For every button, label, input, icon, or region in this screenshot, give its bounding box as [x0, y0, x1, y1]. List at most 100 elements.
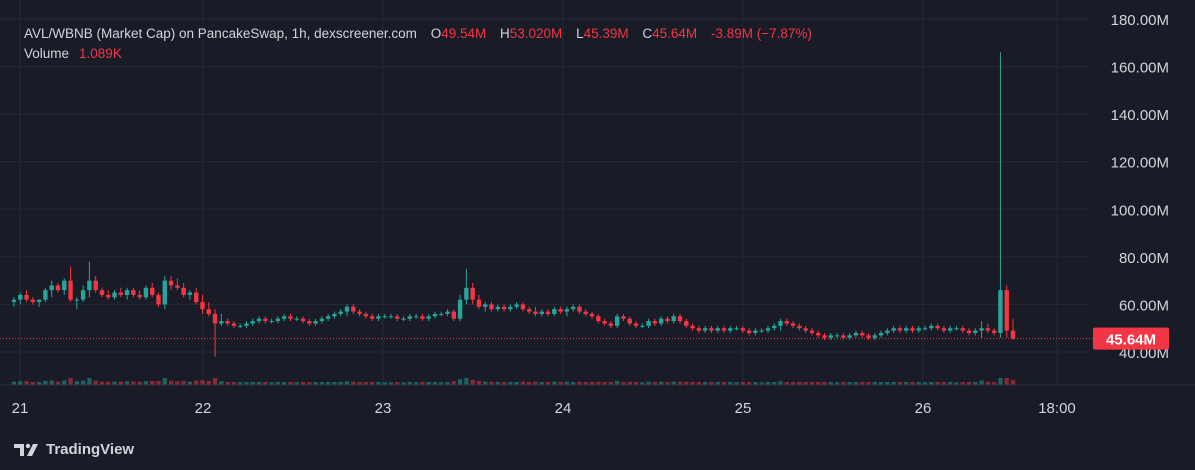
candle-body[interactable] — [734, 328, 739, 330]
candle-body[interactable] — [181, 287, 186, 295]
candle-body[interactable] — [570, 306, 576, 310]
candle-body[interactable] — [369, 316, 375, 319]
candle-body[interactable] — [87, 280, 92, 291]
candle-body[interactable] — [112, 292, 117, 298]
candle-body[interactable] — [80, 290, 86, 300]
candle-body[interactable] — [376, 316, 381, 319]
candle-body[interactable] — [445, 311, 450, 314]
candle-body[interactable] — [822, 335, 827, 338]
candle-body[interactable] — [790, 323, 796, 326]
candle-body[interactable] — [709, 328, 714, 331]
candle-body[interactable] — [344, 306, 350, 312]
candle-body[interactable] — [721, 328, 727, 331]
candle-body[interactable] — [93, 280, 98, 291]
candle-body[interactable] — [979, 328, 984, 331]
candle-body[interactable] — [577, 306, 582, 312]
candle-body[interactable] — [194, 292, 199, 303]
candle-body[interactable] — [294, 318, 299, 320]
candle-body[interactable] — [413, 316, 419, 318]
candle-body[interactable] — [564, 309, 570, 312]
candle-body[interactable] — [640, 325, 645, 327]
candle-body[interactable] — [420, 316, 425, 319]
candle-body[interactable] — [501, 306, 507, 310]
candle-body[interactable] — [55, 285, 61, 291]
candle-body[interactable] — [495, 306, 500, 310]
candle-body[interactable] — [746, 330, 752, 333]
candle-body[interactable] — [753, 330, 758, 333]
candle-body[interactable] — [143, 287, 149, 298]
candle-body[interactable] — [162, 280, 167, 305]
candle-body[interactable] — [966, 330, 972, 333]
candle-body[interactable] — [897, 328, 903, 331]
candle-body[interactable] — [702, 328, 708, 331]
candle-body[interactable] — [357, 311, 362, 314]
candle-body[interactable] — [652, 321, 658, 324]
candle-body[interactable] — [118, 292, 124, 295]
candle-body[interactable] — [520, 304, 526, 310]
candle-body[interactable] — [960, 328, 965, 331]
candle-body[interactable] — [910, 328, 915, 331]
candle-body[interactable] — [998, 290, 1003, 333]
candle-body[interactable] — [206, 309, 211, 314]
candle-body[interactable] — [11, 299, 17, 303]
candle-body[interactable] — [740, 328, 746, 331]
candle-body[interactable] — [816, 332, 821, 336]
candle-body[interactable] — [156, 294, 161, 305]
candle-body[interactable] — [1004, 290, 1009, 331]
candle-body[interactable] — [778, 321, 783, 326]
candle-body[interactable] — [325, 316, 331, 319]
candle-body[interactable] — [973, 330, 978, 333]
candle-body[interactable] — [690, 325, 695, 329]
candle-body[interactable] — [256, 318, 262, 322]
candle-body[interactable] — [627, 318, 632, 324]
candle-body[interactable] — [307, 321, 312, 324]
candle-body[interactable] — [351, 306, 356, 312]
time-axis[interactable]: 21 22 23 24 25 26 18:00 — [12, 400, 1076, 417]
candle-body[interactable] — [658, 318, 664, 324]
candle-body[interactable] — [947, 328, 953, 331]
candle-body[interactable] — [633, 323, 639, 326]
candle-body[interactable] — [24, 294, 29, 300]
candle-body[interactable] — [401, 318, 406, 320]
candle-body[interactable] — [834, 335, 840, 337]
candle-body[interactable] — [124, 290, 130, 295]
candle-body[interactable] — [715, 328, 720, 331]
candle-body[interactable] — [168, 280, 174, 286]
candlesticks[interactable] — [11, 52, 1016, 357]
candle-body[interactable] — [853, 332, 859, 336]
candle-body[interactable] — [269, 321, 274, 323]
candle-body[interactable] — [583, 311, 588, 314]
candle-body[interactable] — [596, 316, 601, 322]
tradingview-logo[interactable]: TradingView — [14, 441, 134, 458]
candle-body[interactable] — [49, 285, 54, 291]
candle-body[interactable] — [464, 287, 469, 300]
candle-body[interactable] — [728, 328, 733, 331]
candle-body[interactable] — [941, 328, 947, 331]
candle-body[interactable] — [483, 304, 488, 307]
candle-body[interactable] — [439, 313, 444, 315]
candle-body[interactable] — [772, 325, 777, 329]
candle-body[interactable] — [828, 335, 833, 338]
candle-body[interactable] — [137, 294, 142, 298]
candle-body[interactable] — [275, 318, 281, 322]
candle-body[interactable] — [338, 311, 343, 314]
candle-body[interactable] — [608, 323, 614, 326]
candle-body[interactable] — [614, 316, 620, 326]
candle-body[interactable] — [985, 328, 991, 331]
candle-body[interactable] — [388, 316, 394, 318]
candle-body[interactable] — [847, 335, 852, 338]
candle-body[interactable] — [319, 318, 325, 322]
candle-body[interactable] — [954, 328, 959, 330]
candle-body[interactable] — [784, 321, 790, 324]
candle-body[interactable] — [426, 316, 431, 319]
candle-body[interactable] — [922, 328, 928, 330]
candle-body[interactable] — [244, 323, 249, 326]
candle-body[interactable] — [407, 316, 413, 319]
candle-body[interactable] — [665, 318, 670, 322]
candle-body[interactable] — [539, 311, 544, 314]
candle-body[interactable] — [74, 299, 80, 301]
candle-body[interactable] — [860, 332, 865, 336]
candle-body[interactable] — [809, 330, 815, 333]
candle-body[interactable] — [765, 328, 771, 331]
